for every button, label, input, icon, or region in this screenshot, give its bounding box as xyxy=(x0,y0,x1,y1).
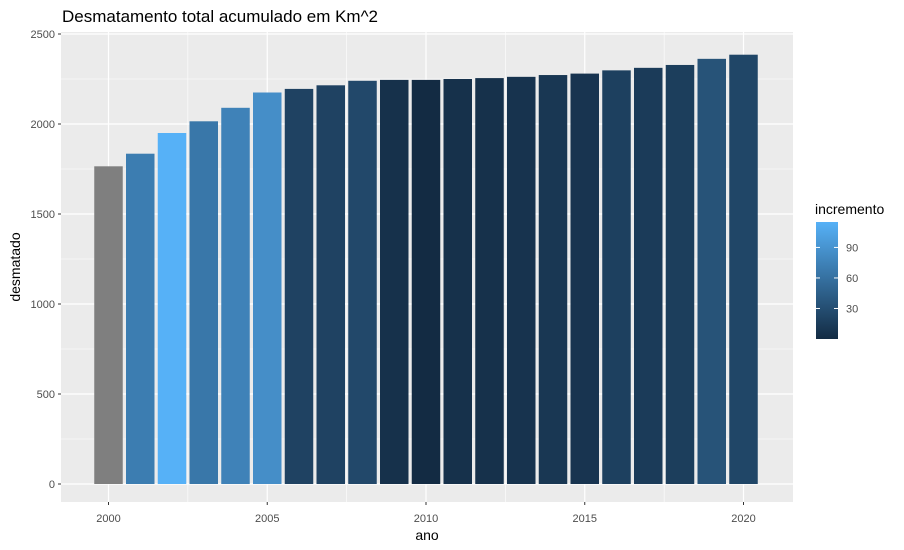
y-tick-label: 1000 xyxy=(31,299,55,311)
bar-2003 xyxy=(189,121,218,485)
y-tick-label: 2500 xyxy=(31,29,55,41)
y-axis: 0 500 1000 1500 2000 2500 xyxy=(31,29,61,491)
y-tick-label: 0 xyxy=(49,479,55,491)
bar-2010 xyxy=(411,79,441,485)
bar-2008 xyxy=(348,80,377,485)
x-axis: 2000 2005 2010 2015 2020 xyxy=(96,502,756,525)
bar-2016 xyxy=(602,70,631,485)
x-tick-label: 2020 xyxy=(731,513,755,525)
bar-2009 xyxy=(380,79,409,485)
legend-tick-label: 90 xyxy=(846,242,858,254)
bar-2017 xyxy=(634,67,663,484)
x-axis-title: ano xyxy=(415,527,439,543)
legend-ticks: 30 60 90 xyxy=(816,242,858,315)
bar-2012 xyxy=(475,78,504,484)
bar-2000 xyxy=(94,166,123,485)
x-tick-label: 2000 xyxy=(96,513,120,525)
bar-2018 xyxy=(665,64,695,485)
x-tick-label: 2010 xyxy=(414,513,438,525)
chart-title: Desmatamento total acumulado em Km^2 xyxy=(62,7,378,26)
legend-colorbar xyxy=(816,222,838,339)
bar-2013 xyxy=(507,76,536,484)
legend: incremento 30 60 90 xyxy=(815,201,884,339)
bar-2014 xyxy=(538,75,568,484)
bar-2019 xyxy=(697,58,726,485)
x-tick-label: 2015 xyxy=(573,513,597,525)
y-tick-label: 2000 xyxy=(31,119,55,131)
bar-2002 xyxy=(157,133,187,484)
legend-tick-label: 30 xyxy=(846,303,858,315)
bar-2007 xyxy=(316,85,345,485)
x-tick-label: 2005 xyxy=(255,513,279,525)
y-tick-label: 500 xyxy=(37,389,55,401)
bar-2005 xyxy=(253,92,282,484)
bar-2006 xyxy=(284,88,314,485)
bar-2001 xyxy=(126,153,155,484)
bar-2011 xyxy=(443,79,472,484)
bar-2004 xyxy=(221,107,250,485)
legend-title: incremento xyxy=(815,201,884,217)
y-axis-title: desmatado xyxy=(7,232,23,301)
y-tick-label: 1500 xyxy=(31,209,55,221)
bar-2015 xyxy=(570,73,599,484)
bar-2020 xyxy=(729,54,758,484)
legend-tick-label: 60 xyxy=(846,273,858,285)
bars xyxy=(94,54,758,485)
